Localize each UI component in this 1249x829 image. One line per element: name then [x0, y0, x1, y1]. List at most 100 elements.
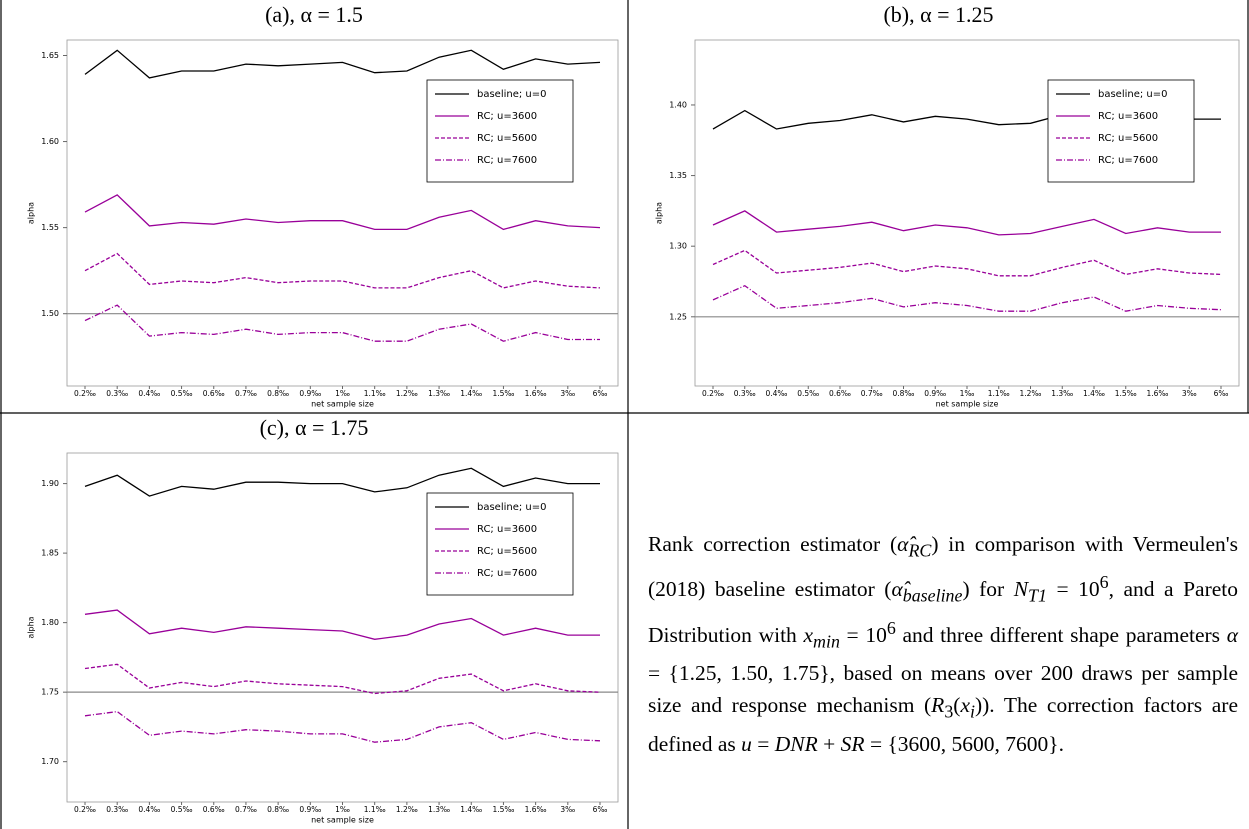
- x-tick-label: 1‰: [335, 389, 350, 398]
- x-tick-label: 0.7‰: [235, 805, 257, 814]
- chart-title: (a), α = 1.5: [265, 2, 363, 27]
- caption-math: x: [960, 693, 970, 718]
- legend-label: RC; u=5600: [477, 546, 537, 557]
- legend-label: baseline; u=0: [477, 502, 547, 513]
- caption-math: x: [803, 622, 814, 647]
- caption-math: min: [813, 631, 840, 652]
- x-tick-label: 0.2‰: [702, 389, 724, 398]
- chart-title: (b), α = 1.25: [883, 2, 993, 27]
- y-axis-label: alpha: [27, 616, 36, 638]
- x-axis-label: net sample size: [311, 816, 374, 825]
- caption-text: = 10: [1046, 577, 1100, 602]
- x-tick-label: 1.4‰: [1083, 389, 1105, 398]
- caption-math: α: [1226, 622, 1238, 647]
- x-tick-label: 1.1‰: [364, 805, 386, 814]
- x-tick-label: 0.7‰: [861, 389, 883, 398]
- y-tick-label: 1.65: [41, 51, 59, 60]
- caption-math: T1: [1028, 585, 1047, 606]
- x-tick-label: 1.6‰: [1147, 389, 1169, 398]
- series-line: [84, 49, 601, 79]
- x-tick-label: 6‰: [1214, 389, 1229, 398]
- x-tick-label: 0.8‰: [267, 805, 289, 814]
- y-tick-label: 1.40: [669, 100, 687, 109]
- x-tick-label: 6‰: [593, 389, 608, 398]
- legend-box: [426, 492, 574, 596]
- caption-text: (: [953, 693, 961, 718]
- caption-math: i: [969, 701, 975, 722]
- series-line: [84, 304, 600, 342]
- series-line: [712, 249, 1222, 277]
- legend-label: RC; u=5600: [1098, 133, 1158, 144]
- caption-text: = {3600, 5600, 7600}.: [864, 731, 1064, 756]
- series-line: [84, 252, 601, 289]
- x-tick-label: 3‰: [560, 389, 575, 398]
- caption-text: +: [817, 731, 841, 756]
- x-tick-label: 1.2‰: [1020, 389, 1042, 398]
- legend-box: [426, 79, 574, 183]
- x-tick-label: 3‰: [1182, 389, 1197, 398]
- y-axis-label: alpha: [655, 202, 664, 224]
- x-tick-label: 1.3‰: [428, 805, 450, 814]
- x-tick-label: 0.6‰: [203, 389, 225, 398]
- series-line: [84, 663, 601, 695]
- caption-math: u: [741, 731, 752, 756]
- x-tick-label: 0.4‰: [138, 805, 160, 814]
- legend-box: [1047, 79, 1195, 183]
- caption-text: ) for: [962, 577, 1014, 602]
- y-tick-label: 1.50: [41, 309, 59, 318]
- caption-math: RC: [908, 540, 932, 561]
- x-tick-label: 0.2‰: [74, 389, 96, 398]
- x-tick-label: 0.4‰: [766, 389, 788, 398]
- x-tick-label: 1.2‰: [396, 805, 418, 814]
- x-tick-label: 0.3‰: [106, 805, 128, 814]
- x-tick-label: 0.4‰: [138, 389, 160, 398]
- caption-math: 3: [944, 701, 954, 722]
- legend-label: baseline; u=0: [477, 89, 547, 100]
- x-tick-label: 1.6‰: [525, 805, 547, 814]
- caption-text: , and a Pareto Distribution with: [648, 577, 1238, 647]
- series-line: [84, 467, 600, 497]
- x-tick-label: 0.7‰: [235, 389, 257, 398]
- x-tick-label: 0.5‰: [797, 389, 819, 398]
- y-axis-label: alpha: [27, 202, 36, 224]
- y-tick-label: 1.25: [669, 312, 687, 321]
- x-tick-label: 0.3‰: [734, 389, 756, 398]
- caption-text: = 10: [839, 622, 887, 647]
- x-tick-label: 1‰: [960, 389, 975, 398]
- caption-text: =: [751, 731, 775, 756]
- caption-text: Rank correction estimator (: [648, 532, 898, 556]
- caption-math: N: [1013, 577, 1029, 602]
- x-tick-label: 0.9‰: [924, 389, 946, 398]
- series-line: [712, 284, 1222, 312]
- x-tick-label: 1‰: [335, 805, 350, 814]
- caption-text: and three different shape parameters: [895, 622, 1227, 647]
- x-tick-label: 1.1‰: [988, 389, 1010, 398]
- caption-math: 6: [1099, 572, 1109, 593]
- x-tick-label: 0.5‰: [171, 389, 193, 398]
- caption-math: baseline: [902, 585, 963, 606]
- caption: Rank correction estimator ( α̂RC) in comp…: [648, 528, 1238, 760]
- x-tick-label: 0.6‰: [203, 805, 225, 814]
- y-tick-label: 1.90: [41, 479, 59, 488]
- series-line: [84, 194, 601, 231]
- x-tick-label: 0.9‰: [299, 389, 321, 398]
- legend-label: RC; u=3600: [477, 524, 537, 535]
- caption-math: α̂: [891, 577, 903, 602]
- caption-text: )). The correction factors are defined a…: [648, 693, 1238, 756]
- y-tick-label: 1.30: [669, 242, 687, 251]
- x-tick-label: 1.3‰: [428, 389, 450, 398]
- legend-label: baseline; u=0: [1098, 89, 1168, 100]
- legend-label: RC; u=3600: [477, 111, 537, 122]
- x-tick-label: 0.8‰: [893, 389, 915, 398]
- x-tick-label: 1.5‰: [492, 389, 514, 398]
- x-axis-label: net sample size: [936, 400, 999, 409]
- x-tick-label: 1.4‰: [460, 389, 482, 398]
- caption-text: ) in comparison with Vermeulen's (2018) …: [648, 532, 1238, 602]
- x-tick-label: 6‰: [593, 805, 608, 814]
- x-tick-label: 3‰: [560, 805, 575, 814]
- series-line: [84, 609, 600, 640]
- series-line: [712, 210, 1221, 236]
- x-axis-label: net sample size: [311, 400, 374, 409]
